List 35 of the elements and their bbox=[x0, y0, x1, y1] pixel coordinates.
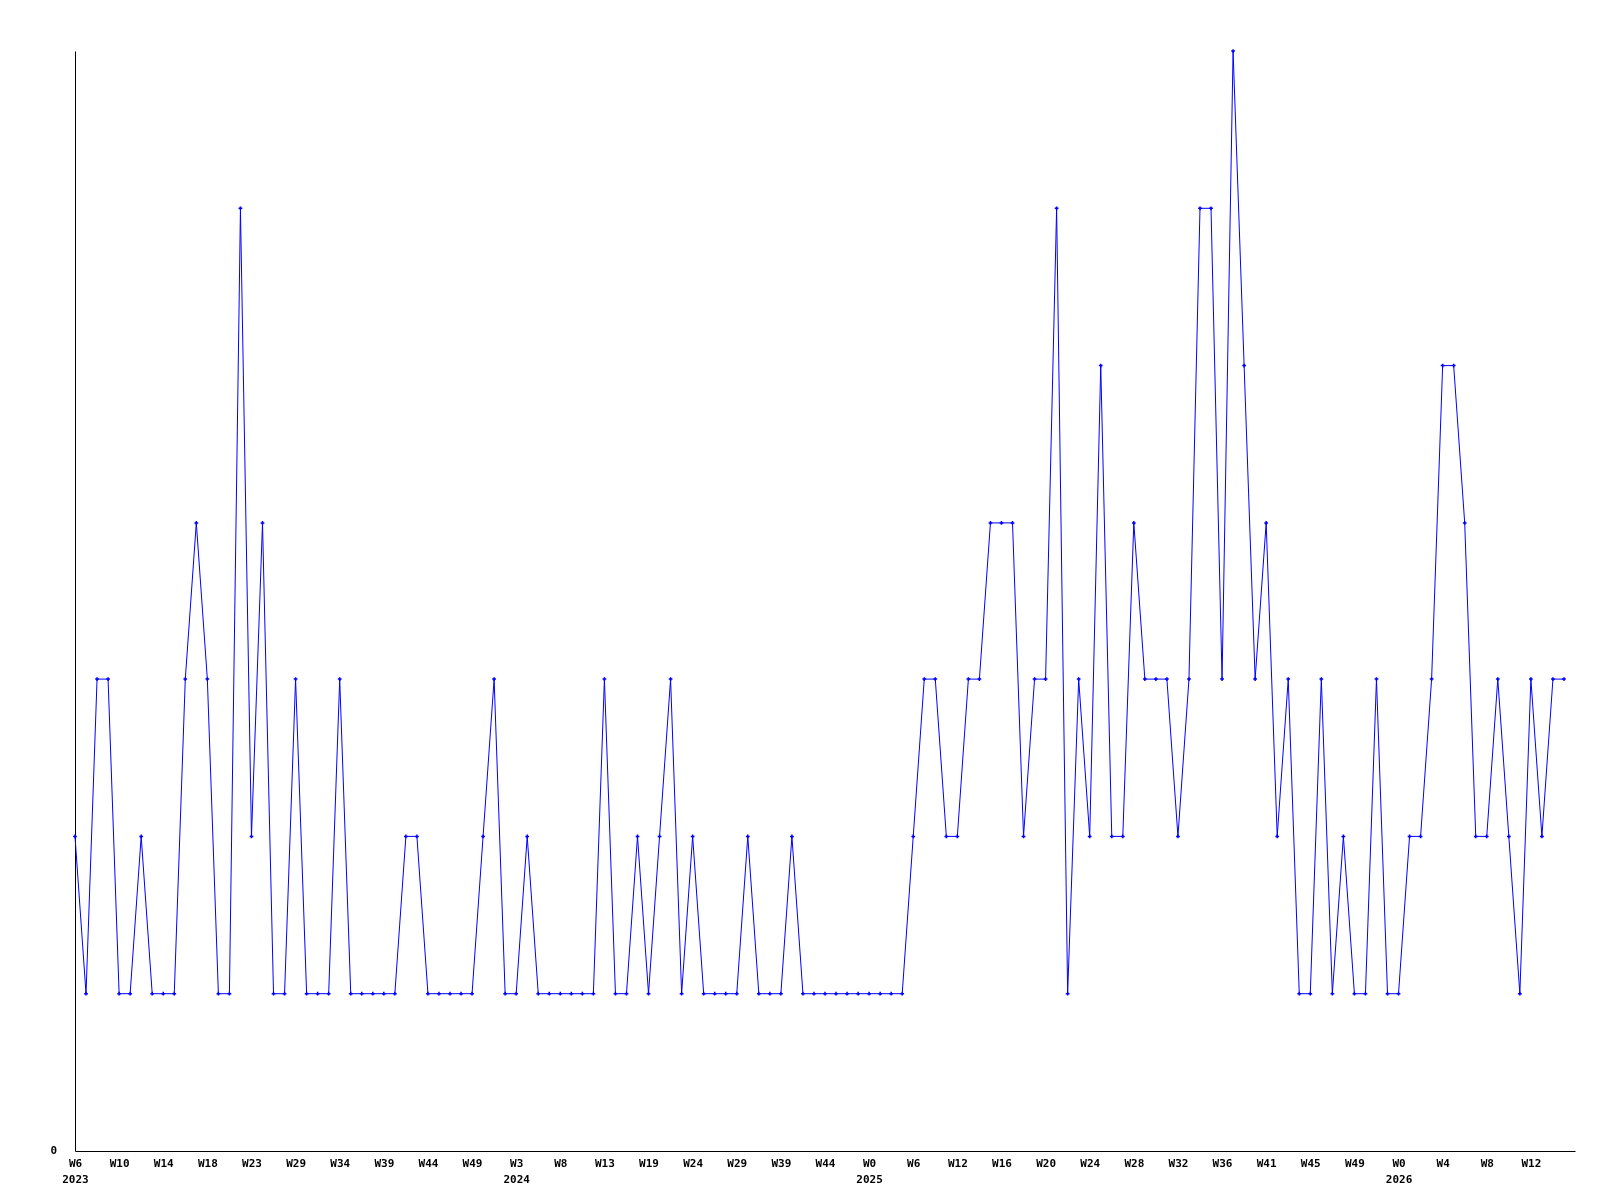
x-tick-label: W32 bbox=[1168, 1156, 1189, 1170]
x-tick-label: W24 bbox=[1080, 1156, 1101, 1170]
x-tick-label: W12 bbox=[947, 1156, 968, 1170]
x-tick-label: W4 bbox=[1436, 1156, 1451, 1170]
x-tick-label: W39 bbox=[374, 1156, 395, 1170]
text: 0 bbox=[50, 1144, 57, 1157]
x-tick-label: W49 bbox=[1344, 1156, 1365, 1170]
x-tick-label: W44 bbox=[815, 1156, 836, 1170]
x-tick-label: W39 bbox=[771, 1156, 792, 1170]
x-tick-label: W8 bbox=[1480, 1156, 1494, 1170]
x-tick-label: W18 bbox=[197, 1156, 218, 1170]
x-tick-label: W6 bbox=[907, 1156, 921, 1170]
x-tick-label: W28 bbox=[1124, 1156, 1145, 1170]
x-tick-label: W29 bbox=[286, 1156, 307, 1170]
x-tick-label: W8 bbox=[554, 1156, 568, 1170]
x-tick-label: W12 bbox=[1521, 1156, 1542, 1170]
x-tick-label: W10 bbox=[109, 1156, 130, 1170]
x-tick-label: W0 2026 bbox=[1385, 1156, 1413, 1186]
x-tick-label: W3 2024 bbox=[503, 1156, 531, 1186]
x-tick-label: W0 2025 bbox=[856, 1156, 883, 1186]
x-tick-label: W6 2023 bbox=[62, 1156, 89, 1186]
x-tick-label: W20 bbox=[1036, 1156, 1057, 1170]
x-tick-label: W13 bbox=[594, 1156, 615, 1170]
x-tick-label: W49 bbox=[462, 1156, 483, 1170]
x-tick-label: W41 bbox=[1256, 1156, 1277, 1170]
x-tick-label: W23 bbox=[242, 1156, 262, 1170]
x-tick-label: W24 bbox=[683, 1156, 704, 1170]
x-tick-label: W29 bbox=[727, 1156, 748, 1170]
x-tick-label: W16 bbox=[992, 1156, 1013, 1170]
x-tick-label: W14 bbox=[153, 1156, 175, 1170]
x-tick-label: W36 bbox=[1212, 1156, 1233, 1170]
x-tick-label: W45 bbox=[1300, 1156, 1321, 1170]
x-tick-label: W19 bbox=[639, 1156, 659, 1170]
x-tick-label: W44 bbox=[418, 1156, 439, 1170]
x-tick-label: W34 bbox=[330, 1156, 351, 1170]
